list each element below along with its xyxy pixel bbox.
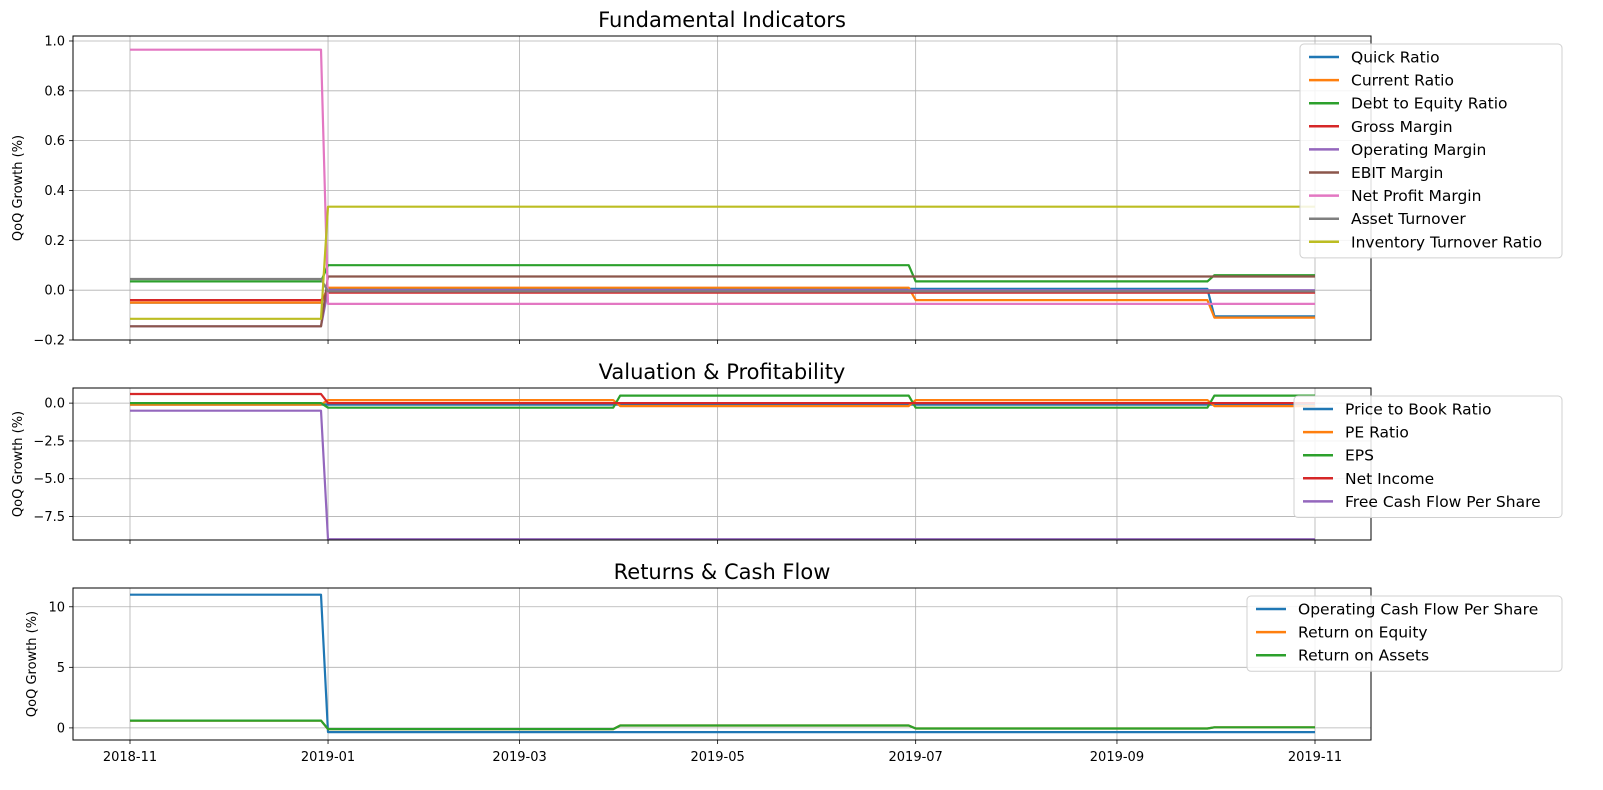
legend-label: Operating Cash Flow Per Share	[1298, 601, 1538, 619]
legend-label: Return on Equity	[1298, 624, 1428, 642]
panel-3: Returns & Cash Flow 0 5 10 QoQ Growth (%) 201…	[25, 560, 1563, 765]
series-group	[130, 593, 1315, 734]
series-line-return-on-assets	[130, 719, 1315, 731]
legend: Price to Book Ratio PE Ratio EPS Net Income…	[1293, 395, 1563, 518]
series-line-operating-cash-flow-per-share	[130, 593, 1315, 734]
y-tick-label: −5.0	[33, 472, 65, 487]
panel-title: Returns & Cash Flow	[614, 560, 831, 584]
axes-frame	[72, 35, 1372, 341]
series-line-asset-turnover	[130, 277, 1315, 293]
series-line-operating-margin	[130, 289, 1315, 328]
x-tick-label: 2018-11	[103, 750, 157, 765]
y-tick-label: 0.8	[44, 84, 65, 99]
x-tick-label: 2019-09	[1090, 750, 1144, 765]
y-tick-label: 0.2	[44, 234, 65, 249]
legend-label: Gross Margin	[1351, 118, 1453, 136]
series-line-gross-margin	[130, 291, 1315, 302]
y-tick-label: 1.0	[44, 34, 65, 49]
y-tick-label: −0.2	[33, 334, 65, 349]
panel-2: Valuation & Profitability 0.0 −2.5 −5.0 −7.5…	[11, 360, 1563, 544]
x-tick-label: 2019-01	[301, 750, 355, 765]
y-tick-label: 5	[57, 661, 65, 676]
legend-label: EBIT Margin	[1351, 164, 1443, 182]
legend-label: Price to Book Ratio	[1345, 401, 1492, 419]
legend-label: Operating Margin	[1351, 141, 1486, 159]
legend-label: Asset Turnover	[1351, 210, 1466, 228]
panel-title: Valuation & Profitability	[599, 360, 846, 384]
legend: Operating Cash Flow Per Share Return on E…	[1246, 595, 1563, 672]
panel-title: Fundamental Indicators	[598, 8, 846, 32]
y-tick-label: 0.6	[44, 134, 65, 149]
legend-label: Quick Ratio	[1351, 49, 1440, 67]
legend-box	[1299, 43, 1563, 259]
legend-label: Debt to Equity Ratio	[1351, 95, 1508, 113]
x-tick-label: 2019-05	[690, 750, 744, 765]
legend: Quick Ratio Current Ratio Debt to Equity R…	[1299, 43, 1563, 259]
y-tick-label: 0.0	[44, 284, 65, 299]
x-tick-label: 2019-07	[889, 750, 943, 765]
legend-label: Free Cash Flow Per Share	[1345, 493, 1541, 511]
y-tick-label: 0	[57, 721, 65, 736]
series-line-inventory-turnover-ratio	[130, 205, 1315, 320]
panel-1: Fundamental Indicators −0.2 0.0 0.2 0.4 0.6 0.…	[11, 8, 1563, 349]
series-line-debt-to-equity-ratio	[130, 264, 1315, 283]
y-tick-label: −7.5	[33, 510, 65, 525]
y-tick-label: 0.0	[44, 397, 65, 412]
series-line-ebit-margin	[130, 275, 1315, 328]
axes-frame	[72, 587, 1372, 741]
legend-box	[1246, 595, 1563, 672]
series-line-net-income	[130, 392, 1315, 405]
series-line-eps	[130, 394, 1315, 409]
x-tick-label: 2019-03	[492, 750, 546, 765]
y-axis-label: QoQ Growth (%)	[25, 611, 40, 717]
legend-label: PE Ratio	[1345, 424, 1409, 442]
y-tick-label: 0.4	[44, 184, 65, 199]
y-tick-label: −2.5	[33, 434, 65, 449]
legend-label: Net Income	[1345, 470, 1434, 488]
legend-label: EPS	[1345, 447, 1374, 465]
series-group	[130, 48, 1315, 328]
series-line-net-profit-margin	[130, 48, 1315, 305]
y-axis-label: QoQ Growth (%)	[11, 135, 26, 241]
series-line-free-cash-flow-per-share	[130, 409, 1315, 540]
legend-label: Current Ratio	[1351, 72, 1454, 90]
y-tick-label: 10	[48, 600, 65, 615]
legend-box	[1293, 395, 1563, 518]
x-tick-label: 2019-11	[1288, 750, 1342, 765]
series-group	[130, 392, 1315, 540]
legend-label: Inventory Turnover Ratio	[1351, 233, 1542, 251]
legend-label: Return on Assets	[1298, 647, 1429, 665]
y-axis-label: QoQ Growth (%)	[11, 411, 26, 517]
legend-label: Net Profit Margin	[1351, 187, 1481, 205]
